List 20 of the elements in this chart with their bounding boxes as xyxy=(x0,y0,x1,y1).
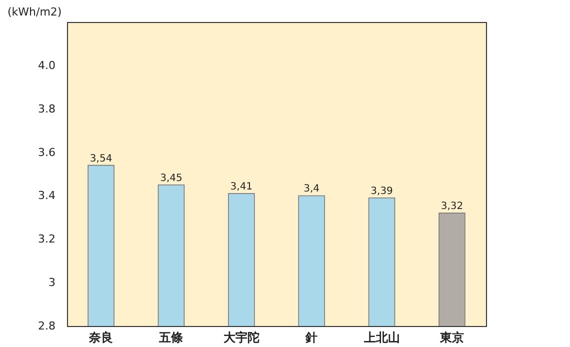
y-tick-label: 3.4 xyxy=(38,189,56,202)
y-tick-label: 3.6 xyxy=(38,146,56,159)
data-label: 3,41 xyxy=(230,182,253,193)
y-tick-label: 3.2 xyxy=(38,232,56,246)
y-tick-label: 4.0 xyxy=(38,58,56,72)
y-axis-title: (kWh/m2) xyxy=(8,6,62,18)
x-tick-label: 大宇陀 xyxy=(223,330,260,344)
y-tick-label: 2.8 xyxy=(38,320,56,332)
x-tick-label: 針 xyxy=(304,330,318,344)
x-tick-label: 上北山 xyxy=(362,330,400,344)
data-label: 3,39 xyxy=(370,186,393,197)
y-tick-label: 3 xyxy=(48,276,56,290)
data-label: 3,45 xyxy=(160,172,182,184)
data-label: 3,32 xyxy=(440,201,464,212)
x-tick-label: 五條 xyxy=(158,330,184,344)
y-tick-label: 3.8 xyxy=(38,102,56,116)
data-label: 3,54 xyxy=(90,153,112,164)
x-tick-label: 奈良 xyxy=(88,330,114,344)
data-label: 3,4 xyxy=(304,184,320,195)
x-tick-label: 東京 xyxy=(438,330,464,344)
